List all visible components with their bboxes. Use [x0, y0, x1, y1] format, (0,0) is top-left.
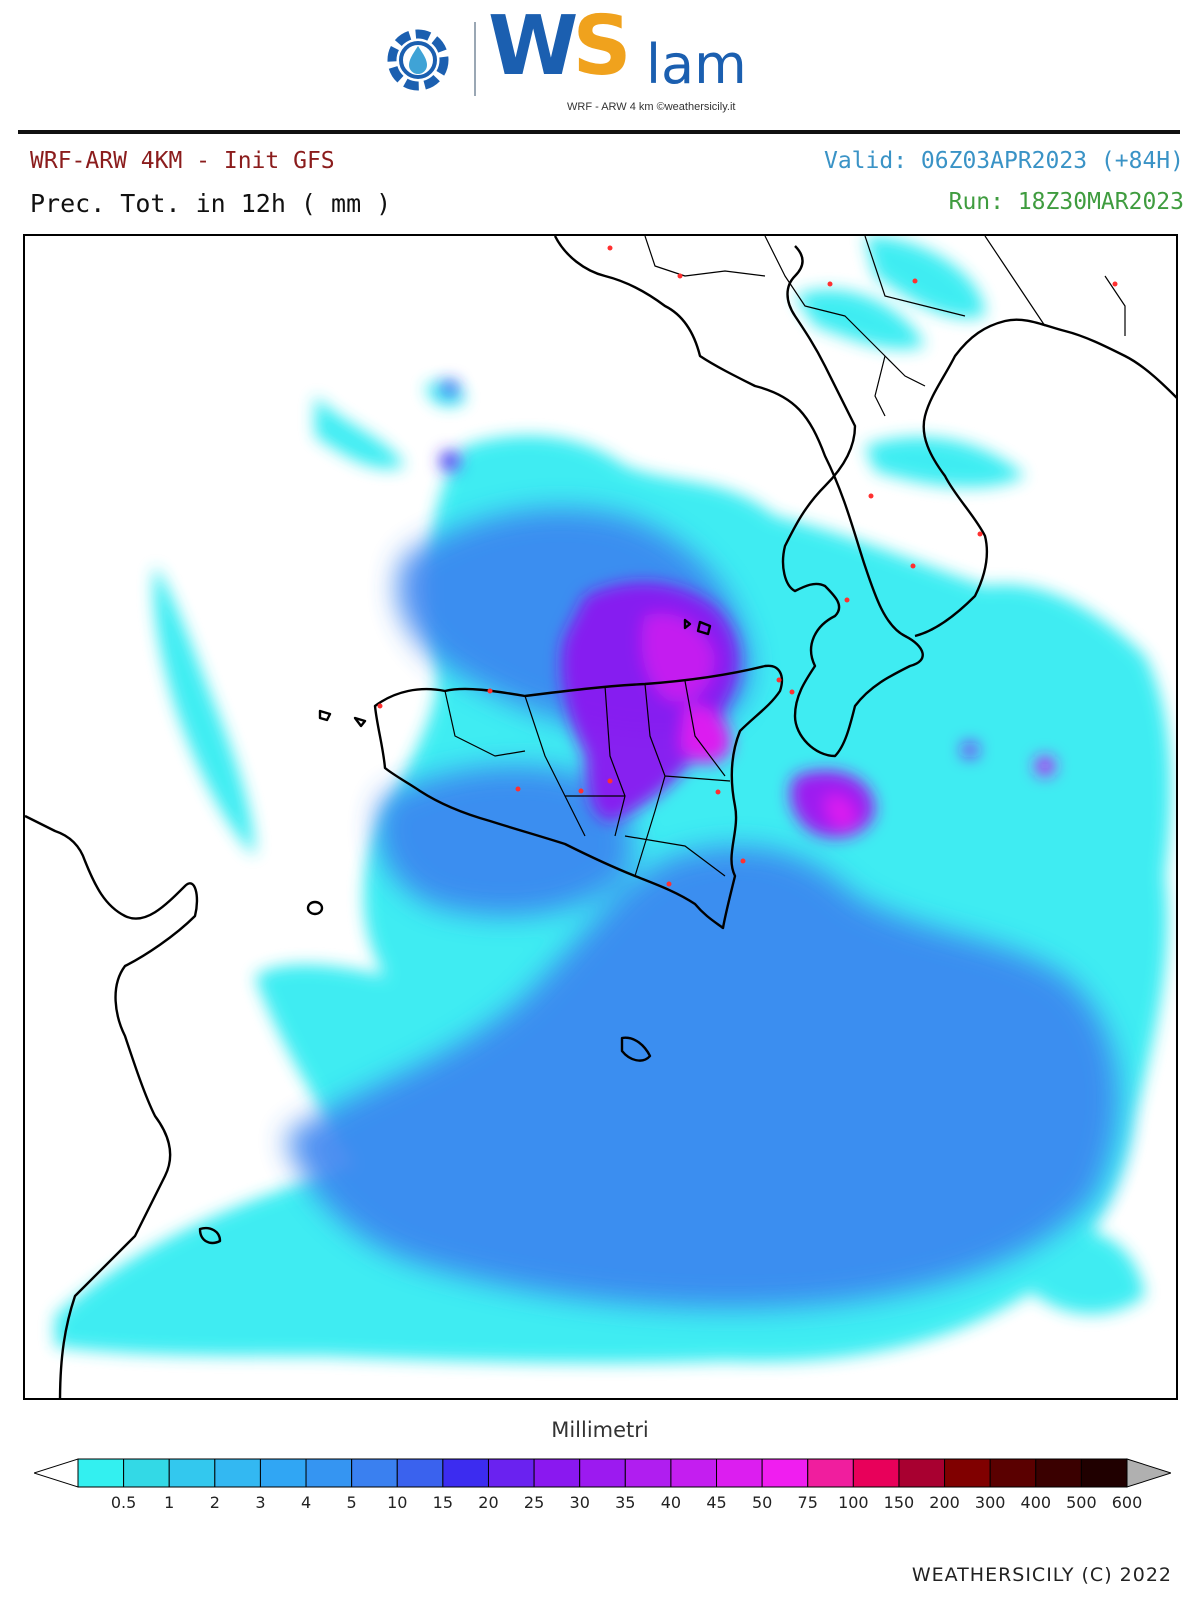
colorbar-swatch [670, 1458, 718, 1488]
colorbar-tick-label: 150 [883, 1493, 915, 1512]
colorbar-tick-label: 300 [974, 1493, 1006, 1512]
precipitation-map [23, 234, 1178, 1400]
coastlines [25, 236, 1176, 1398]
colorbar-swatch [761, 1458, 809, 1488]
colorbar-tick-label: 600 [1111, 1493, 1143, 1512]
colorbar-tick-label: 25 [523, 1493, 545, 1512]
colorbar-tick-label: 500 [1066, 1493, 1097, 1512]
colorbar-swatch [168, 1458, 216, 1488]
colorbar-tick-label: 1 [164, 1493, 175, 1512]
colorbar-tick-label: 40 [660, 1493, 682, 1512]
colorbar-swatch [305, 1458, 353, 1488]
colorbar-swatch [716, 1458, 763, 1488]
colorbar-swatch [77, 1458, 125, 1488]
gear-drop-icon [387, 29, 449, 91]
colorbar-swatch [533, 1458, 581, 1488]
colorbar-tick-label: 0.5 [110, 1493, 137, 1512]
egadi-islands [318, 709, 367, 728]
brand-suffix: lam [646, 33, 747, 96]
tunisia-coast [25, 814, 199, 1398]
precip-field-core [440, 381, 1055, 839]
run-time: Run: 18Z30MAR2023 [948, 189, 1184, 215]
colorbar-tick-label: 4 [300, 1493, 312, 1512]
colorbar-swatch [442, 1458, 489, 1488]
colorbar-tick-label: 35 [615, 1493, 636, 1512]
colorbar-tick-label: 3 [255, 1493, 266, 1512]
colorbar-tick-label: 10 [387, 1493, 408, 1512]
pantelleria-island [306, 900, 324, 916]
colorbar-tick-label: 100 [838, 1493, 869, 1512]
valid-time: Valid: 06Z03APR2023 (+84H) [823, 148, 1184, 174]
model-title: WRF-ARW 4KM - Init GFS [30, 148, 335, 174]
colorbar-tick-label: 45 [706, 1493, 727, 1512]
aeolian-islands [683, 618, 712, 636]
colorbar-swatch [624, 1458, 672, 1488]
malta-island [620, 1036, 652, 1062]
colorbar-swatch [944, 1458, 991, 1488]
colorbar-swatch [1080, 1458, 1128, 1488]
colorbar-over-arrow [1126, 1458, 1171, 1488]
brand-tagline: WRF - ARW 4 km ©weathersicily.it [567, 101, 736, 113]
colorbar-swatch [123, 1458, 170, 1488]
colorbar-tick-label: 50 [751, 1493, 773, 1512]
colorbar-labels: 0.5 1 2 3 4 5 10 15 20 25 30 35 40 45 50 75 100 150 200 300… [0, 1493, 1200, 1517]
colorbar-swatch [259, 1458, 307, 1488]
colorbar-swatch [1035, 1458, 1082, 1488]
colorbar-tick-label: 400 [1020, 1493, 1052, 1512]
colorbar-swatch [351, 1458, 398, 1488]
brand-w: W [488, 0, 578, 94]
colorbar-swatch [579, 1458, 626, 1488]
colorbar-tick-label: 75 [797, 1493, 818, 1512]
sicily-borders [444, 680, 731, 877]
colorbar-swatch [487, 1458, 535, 1488]
colorbar-tick-label: 5 [346, 1493, 357, 1512]
colorbar-swatch [898, 1458, 946, 1488]
colorbar-swatch [396, 1458, 444, 1488]
colorbar-tick-label: 30 [569, 1493, 590, 1512]
logo-divider [474, 22, 476, 96]
colorbar-tick-label: 2 [209, 1493, 220, 1512]
field-title: Prec. Tot. in 12h ( mm ) [30, 189, 392, 218]
colorbar-swatch [807, 1458, 854, 1488]
colorbar-swatch [989, 1458, 1037, 1488]
italy-borders [644, 236, 1126, 417]
lampedusa-island [198, 1227, 222, 1245]
brand-s: S [572, 0, 631, 94]
header: WS lam WRF - ARW 4 km ©weathersicily.it [0, 0, 1200, 134]
italy-coast [553, 236, 924, 758]
sicily-coast [373, 664, 784, 930]
footer-credit: WEATHERSICILY (C) 2022 [911, 1564, 1172, 1586]
colorbar-tick-label: 15 [432, 1493, 454, 1512]
brand-logo: WS [488, 6, 632, 88]
colorbar-swatch [214, 1458, 261, 1488]
header-rule [18, 130, 1180, 134]
colorbar-under-arrow [34, 1458, 79, 1488]
colorbar-tick-label: 200 [929, 1493, 960, 1512]
city-markers [377, 245, 1118, 887]
colorbar-tick-label: 20 [478, 1493, 499, 1512]
colorbar-swatch [852, 1458, 900, 1488]
colorbar [34, 1458, 1171, 1488]
calabria-east [914, 318, 1176, 638]
colorbar-title: Millimetri [551, 1418, 649, 1442]
map-canvas [25, 236, 1176, 1398]
